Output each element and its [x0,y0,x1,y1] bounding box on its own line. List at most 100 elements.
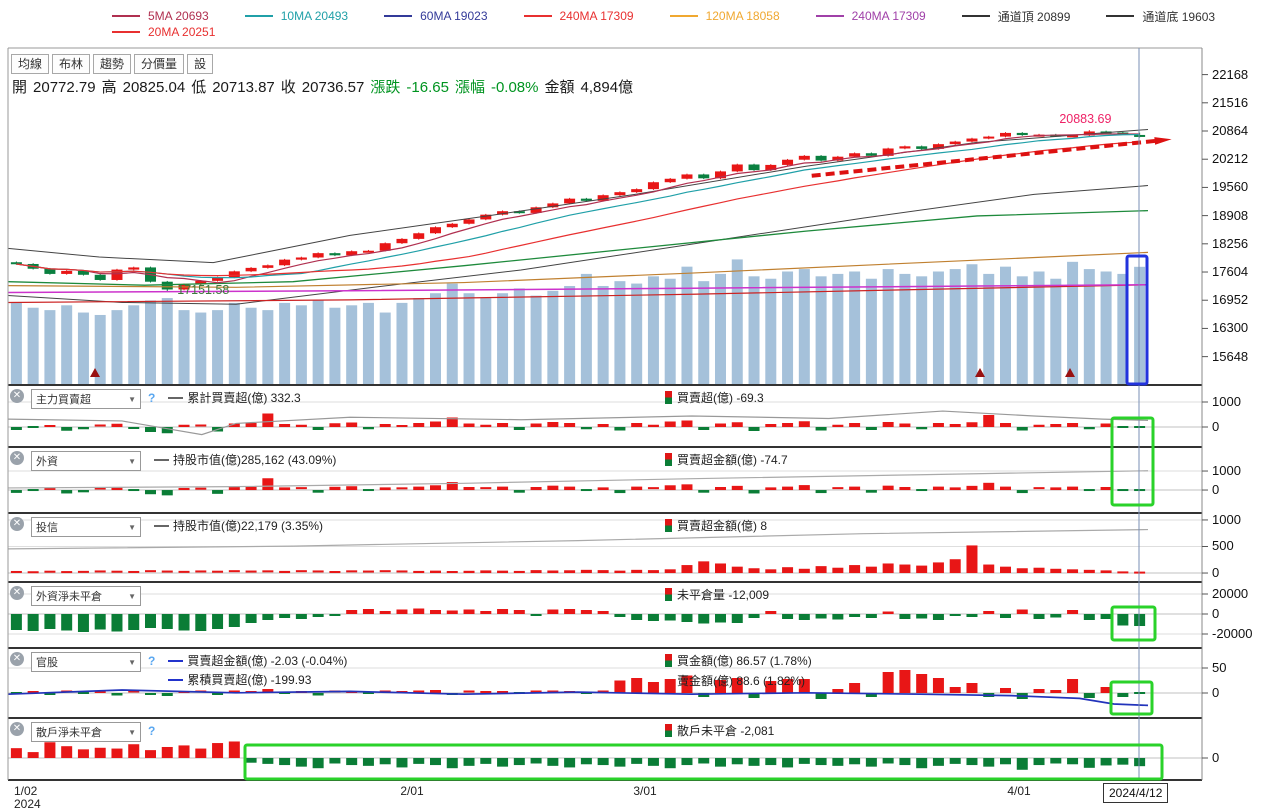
indicator-bar [765,681,777,693]
indicator-bar [362,570,374,573]
panel-right-legend: 散戶未平倉 -2,081 [665,722,774,739]
indicator-bar [664,757,676,769]
volume-bar [362,302,374,385]
indicator-bar [413,690,425,693]
indicator-bar [1117,426,1129,428]
legend-label: 120MA 18058 [705,9,780,23]
panel-selector-dropdown[interactable]: 投信 ▼ [31,517,141,537]
panel-close-icon[interactable]: ✕ [10,517,24,531]
buy-sell-bar-icon [665,453,672,466]
indicator-bar [530,690,542,693]
indicator-bar [949,487,961,491]
toolbar-button-設[interactable]: 設 [187,54,214,74]
indicator-bar [949,757,961,764]
panel-selector-dropdown[interactable]: 官股 ▼ [31,652,141,672]
toolbar-button-布林[interactable]: 布林 [52,54,91,74]
candle-body [61,270,73,274]
panel-axis-tick: -20000 [1212,626,1253,641]
legend-item: 20MA 20251 [112,25,215,39]
indicator-bar [44,693,56,695]
quote-bar: 開 20772.79 高 20825.04 低 20713.87 收 20736.57 漲跌 -1… [12,76,639,97]
volume-bar [1033,271,1045,385]
panel-close-icon[interactable]: ✕ [10,451,24,465]
panel-value-line: 賣金額(億) 88.6 (1.82%) [665,672,812,689]
indicator-bar [1117,693,1129,697]
indicator-bar [597,424,609,427]
volume-bar [262,310,274,385]
panel-legend-text: 累積買賣超(億) -199.93 [187,673,312,687]
panel-close-icon[interactable]: ✕ [10,652,24,666]
indicator-bar [731,614,743,623]
volume-bar [480,298,492,385]
panel-legend-text: 累計買賣超(億) 332.3 [187,391,301,405]
panel-close-icon[interactable]: ✕ [10,722,24,736]
indicator-bar [597,570,609,574]
indicator-bar [463,609,475,614]
indicator-bar [983,757,995,767]
volume-bar [312,300,324,385]
panel-selector-dropdown[interactable]: 外資 ▼ [31,451,141,471]
high-value: 20825.04 [122,79,186,96]
volume-bar [1100,271,1112,385]
indicator-bar [1000,614,1011,618]
y-axis-tick: 17604 [1212,264,1249,280]
indicator-bar [966,614,978,617]
indicator-bar [715,757,726,767]
panel-header: ✕ 官股 ▼? 買賣超金額(億) -2.03 (-0.04%) 累積買賣超(億) -19… [10,652,347,688]
indicator-bar [547,422,559,427]
indicator-bar [329,486,341,491]
candle-body [480,214,492,220]
indicator-bar [882,563,894,574]
indicator-bar [782,567,794,574]
indicator-bar [10,614,22,630]
help-icon[interactable]: ? [148,391,156,405]
indicator-bar [430,421,441,427]
volume-bar [966,264,978,385]
indicator-bar [312,427,324,430]
indicator-bar [161,490,173,496]
trend-arrow-head [1154,137,1172,145]
y-axis-tick: 22168 [1212,66,1249,82]
help-icon[interactable]: ? [148,724,156,738]
indicator-bar [111,487,123,491]
indicator-bar [245,757,257,763]
indicator-bar [882,485,894,491]
chart-toolbar: 均線 布林 趨勢 分價量設 [11,54,214,74]
indicator-bar [195,748,207,758]
ma-legend-bar: 5MA 20693 10MA 20493 60MA 19023 240MA 17309… [112,8,1215,40]
legend-label: 60MA 19023 [420,9,488,23]
panel-selector-dropdown[interactable]: 散戶淨未平倉 ▼ [31,722,141,742]
indicator-bar [446,482,458,491]
toolbar-button-趨勢[interactable]: 趨勢 [93,54,132,74]
panel-selector-dropdown[interactable]: 外資淨未平倉 ▼ [31,586,141,606]
panel-selector-dropdown[interactable]: 主力買賣超 ▼ [31,389,141,409]
indicator-bar [77,749,89,758]
indicator-bar [1067,569,1079,574]
panel-value-text: 買賣超金額(億) 8 [677,519,768,533]
toolbar-button-均線[interactable]: 均線 [11,54,50,74]
indicator-bar [547,485,559,491]
indicator-bar [631,423,643,427]
indicator-bar [161,614,173,629]
indicator-bar [664,569,676,574]
indicator-bar [346,570,358,573]
close-value: 20736.57 [301,79,365,96]
close-label: 收 [280,79,296,96]
indicator-bar [530,570,542,574]
help-icon[interactable]: ? [148,654,156,668]
panel-value-text: 未平倉量 -12,009 [677,588,770,602]
ma60-line [7,209,1149,286]
panel-close-icon[interactable]: ✕ [10,586,24,600]
panel-close-icon[interactable]: ✕ [10,389,24,403]
panel-value-text: 買賣超(億) -69.3 [677,391,764,405]
indicator-bar [128,614,140,630]
legend-color-dash [112,15,140,17]
indicator-bar [77,490,89,493]
indicator-bar [312,614,324,617]
indicator-bar [530,757,542,764]
indicator-bar [530,486,542,491]
indicator-bar [765,487,777,491]
indicator-bar [228,423,240,427]
toolbar-button-分價量[interactable]: 分價量 [134,54,185,74]
